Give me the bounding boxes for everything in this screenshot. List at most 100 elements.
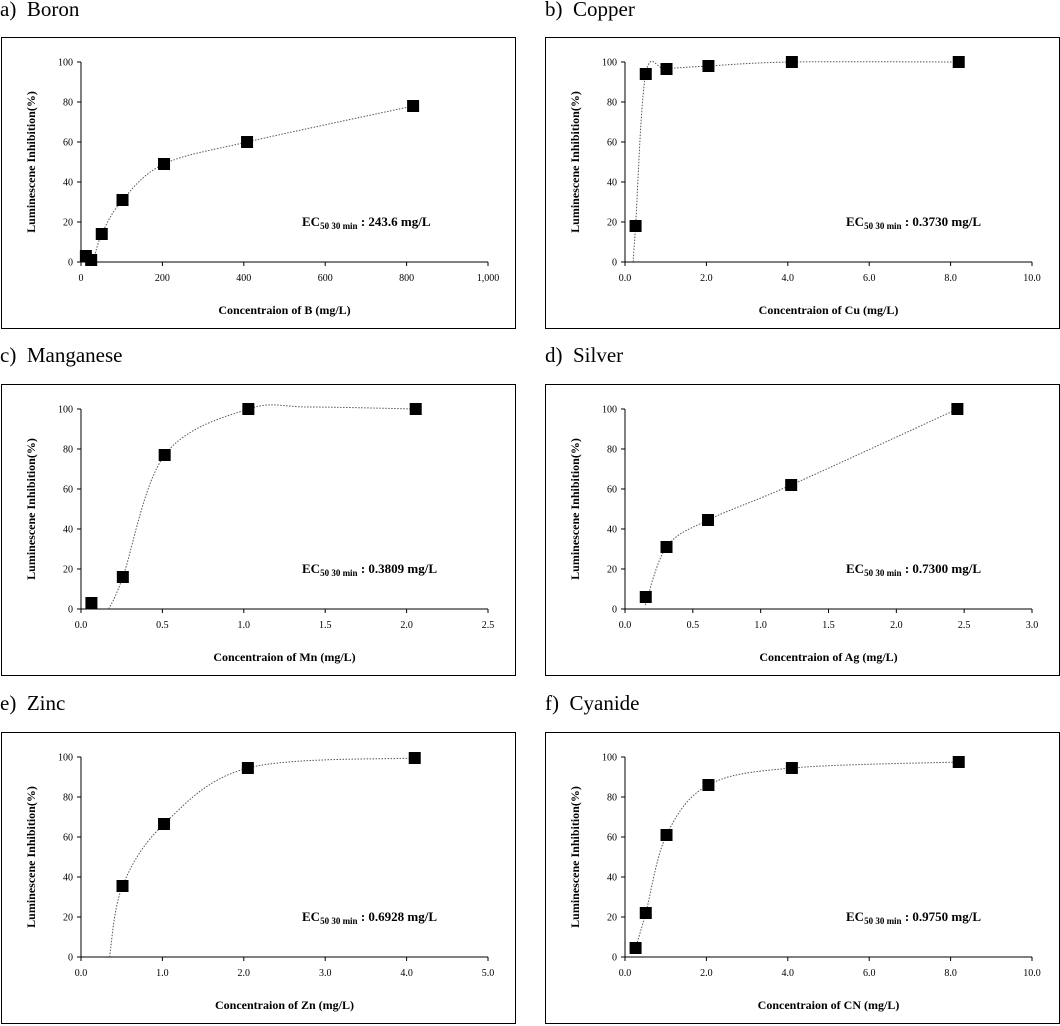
y-tick-label: 100 <box>602 753 617 764</box>
data-point <box>116 880 129 892</box>
y-tick-label: 100 <box>602 58 617 69</box>
data-point <box>702 60 715 72</box>
data-point <box>639 907 652 919</box>
x-tick-label: 3.0 <box>1026 620 1039 631</box>
data-point <box>660 541 673 553</box>
x-tick-label: 1.5 <box>822 620 835 631</box>
x-tick-label: 0.0 <box>619 273 632 284</box>
chart-svg: 0 20 40 60 80 100 0.0 1.0 2.0 3.0 4.0 5.0 Concentrai… <box>24 752 495 1012</box>
y-tick-label: 20 <box>607 913 617 924</box>
x-tick-label: 8.0 <box>944 968 957 979</box>
x-tick-label: 0.5 <box>156 620 169 631</box>
y-tick-label: 60 <box>63 485 73 496</box>
y-tick-label: 40 <box>607 525 617 536</box>
data-point <box>158 158 171 170</box>
x-tick-label: 1.0 <box>238 620 251 631</box>
data-point <box>629 942 642 954</box>
y-tick-label: 40 <box>63 873 73 884</box>
x-tick-label: 6.0 <box>863 273 876 284</box>
chart-svg: 0 20 40 60 80 100 0 200 400 600 800 1,000 Concentrai… <box>24 58 499 318</box>
y-tick-label: 80 <box>607 793 617 804</box>
panel-letter: c) <box>0 343 17 367</box>
y-tick-label: 0 <box>68 953 73 964</box>
x-tick-label: 2.0 <box>700 273 713 284</box>
x-tick-label: 200 <box>155 273 170 284</box>
panel-title: Zinc <box>26 691 66 715</box>
x-tick-label: 5.0 <box>482 968 495 979</box>
y-tick-label: 60 <box>63 138 73 149</box>
fit-curve <box>108 404 416 610</box>
panel-letter: f) <box>545 691 559 715</box>
chart-copper: 0 20 40 60 80 100 0.0 2.0 4.0 6.0 8.0 10.0 Concentra… <box>545 37 1060 329</box>
x-tick-label: 0.0 <box>75 968 88 979</box>
x-axis-label: Concentraion of B (mg/L) <box>218 303 350 317</box>
x-tick-label: 4.0 <box>782 273 795 284</box>
y-tick-label: 60 <box>607 833 617 844</box>
x-tick-label: 0.0 <box>75 620 88 631</box>
y-tick-label: 100 <box>602 405 617 416</box>
data-point <box>85 254 98 266</box>
data-point <box>702 779 715 791</box>
y-tick-label: 100 <box>58 405 73 416</box>
x-tick-label: 2.0 <box>700 968 713 979</box>
panel-label-silver: d) Silver <box>545 343 623 368</box>
ec50-annotation: EC50 30 min : 243.6 mg/L <box>302 214 431 231</box>
data-point <box>85 597 98 609</box>
ec50-annotation: EC50 30 min : 0.3809 mg/L <box>302 561 437 578</box>
panel-title: Cyanide <box>569 691 640 715</box>
fit-curve <box>632 60 959 263</box>
ec50-annotation: EC50 30 min : 0.9750 mg/L <box>846 909 981 926</box>
x-tick-label: 1.0 <box>754 620 767 631</box>
data-point <box>639 591 652 603</box>
data-point <box>785 479 798 491</box>
data-point <box>409 403 422 415</box>
fit-curve <box>108 757 415 958</box>
x-tick-label: 0 <box>79 273 84 284</box>
x-tick-label: 10.0 <box>1023 273 1041 284</box>
x-tick-label: 2.5 <box>482 620 495 631</box>
x-tick-label: 600 <box>318 273 333 284</box>
x-tick-label: 0.5 <box>687 620 700 631</box>
data-point <box>242 403 255 415</box>
y-tick-label: 20 <box>63 565 73 576</box>
y-tick-label: 80 <box>607 98 617 109</box>
chart-zinc: 0 20 40 60 80 100 0.0 1.0 2.0 3.0 4.0 5.0 Concentrai… <box>1 732 516 1024</box>
data-point <box>952 56 965 68</box>
y-tick-label: 60 <box>63 833 73 844</box>
y-tick-label: 0 <box>612 605 617 616</box>
y-axis-label: Luminescene Inhibition(%) <box>24 438 38 580</box>
data-point <box>639 68 652 80</box>
panel-label-cyanide: f) Cyanide <box>545 691 639 716</box>
y-tick-label: 20 <box>607 565 617 576</box>
x-tick-label: 800 <box>399 273 414 284</box>
data-point <box>952 756 965 768</box>
x-tick-label: 0.0 <box>619 620 632 631</box>
ec50-annotation: EC50 30 min : 0.7300 mg/L <box>846 561 981 578</box>
panel-title: Manganese <box>26 343 123 367</box>
chart-cyanide: 0 20 40 60 80 100 0.0 2.0 4.0 6.0 8.0 10.0 Concentra… <box>545 732 1060 1024</box>
y-tick-label: 40 <box>63 525 73 536</box>
x-tick-label: 1.5 <box>319 620 332 631</box>
x-tick-label: 8.0 <box>944 273 957 284</box>
x-axis-label: Concentraion of Zn (mg/L) <box>215 998 354 1012</box>
y-tick-label: 100 <box>58 753 73 764</box>
y-tick-label: 0 <box>612 258 617 269</box>
y-tick-label: 40 <box>607 178 617 189</box>
chart-svg: 0 20 40 60 80 100 0.0 2.0 4.0 6.0 8.0 10.0 Concentra… <box>568 56 1041 317</box>
data-point <box>785 56 798 68</box>
x-tick-label: 1.0 <box>156 968 169 979</box>
y-axis-label: Luminescene Inhibition(%) <box>568 786 582 928</box>
x-tick-label: 4.0 <box>782 968 795 979</box>
data-point <box>241 762 254 774</box>
data-point <box>241 136 254 148</box>
data-point <box>785 762 798 774</box>
x-tick-label: 2.5 <box>958 620 971 631</box>
data-point <box>407 100 420 112</box>
chart-svg: 0 20 40 60 80 100 0.0 2.0 4.0 6.0 8.0 10.0 Concentra… <box>568 753 1041 1013</box>
panel-letter: b) <box>545 0 563 21</box>
panel-title: Boron <box>26 0 80 21</box>
chart-svg: 0 20 40 60 80 100 0.0 0.5 1.0 1.5 2.0 2.5 3.0 Concent… <box>568 403 1039 664</box>
data-point <box>95 228 108 240</box>
y-tick-label: 100 <box>58 58 73 69</box>
ec50-annotation: EC50 30 min : 0.3730 mg/L <box>846 214 981 231</box>
